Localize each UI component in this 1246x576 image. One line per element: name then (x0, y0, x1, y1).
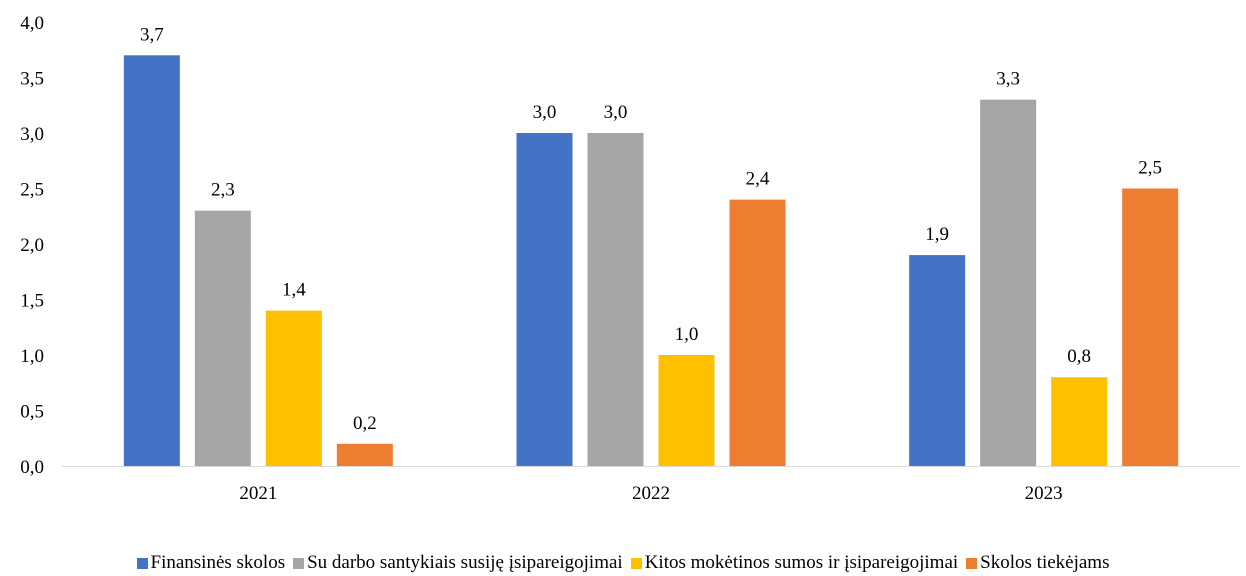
y-tick-label: 0,5 (20, 402, 44, 423)
legend-label: Kitos mokėtinos sumos ir įsipareigojimai (644, 552, 959, 573)
legend-label: Su darbo santykiais susiję įsipareigojim… (307, 552, 623, 573)
bar (194, 210, 251, 466)
legend-swatch (136, 557, 148, 569)
y-tick-label: 1,0 (20, 346, 44, 367)
legend-item: Kitos mokėtinos sumos ir įsipareigojimai (630, 552, 959, 573)
x-axis: 2021 2022 2023 (239, 483, 1062, 504)
data-label: 0,2 (353, 413, 377, 434)
data-label: 3,7 (140, 24, 164, 45)
bar (658, 355, 715, 466)
data-label: 2,4 (746, 169, 770, 190)
data-label: 1,9 (925, 224, 949, 245)
data-label: 3,0 (604, 102, 628, 123)
data-label: 2,5 (1138, 158, 1162, 179)
y-tick-label: 0,0 (20, 457, 44, 478)
y-tick-label: 4,0 (20, 13, 44, 34)
legend-item: Finansinės skolos (136, 552, 286, 573)
y-tick-label: 2,5 (20, 180, 44, 201)
x-tick-label: 2021 (239, 483, 277, 504)
legend-swatch (630, 557, 642, 569)
y-tick-label: 1,5 (20, 291, 44, 312)
data-label: 3,0 (533, 102, 557, 123)
data-label: 3,3 (996, 69, 1020, 90)
bar (980, 99, 1037, 466)
y-tick-label: 3,0 (20, 124, 44, 145)
bar (1122, 188, 1179, 466)
y-axis: 0,0 0,5 1,0 1,5 2,0 2,5 3,0 3,5 4,0 (20, 13, 44, 478)
y-tick-label: 3,5 (20, 69, 44, 90)
legend-label: Skolos tiekėjams (980, 552, 1110, 573)
legend-swatch (966, 557, 978, 569)
data-label: 2,3 (211, 180, 235, 201)
y-tick-label: 2,0 (20, 235, 44, 256)
legend-item: Skolos tiekėjams (966, 553, 1109, 573)
bar (587, 133, 644, 466)
data-labels: 3,7 2,3 1,4 0,2 3,0 3,0 1,0 2,4 1,9 3,3 0,8 2,5 (140, 24, 1162, 434)
bar-chart: 0,0 0,5 1,0 1,5 2,0 2,5 3,0 3,5 4,0 3,7 2,3 1,4 0,2… (20, 13, 1240, 504)
legend: Finansinės skolos Su darbo santykiais sus… (0, 553, 1246, 573)
bar (1051, 377, 1108, 466)
data-label: 1,4 (282, 280, 306, 301)
x-tick-label: 2022 (632, 483, 670, 504)
bar (729, 199, 786, 466)
legend-item: Su darbo santykiais susiję įsipareigojim… (293, 553, 623, 573)
data-label: 0,8 (1067, 346, 1091, 367)
legend-swatch (293, 557, 305, 569)
bar (336, 443, 393, 466)
x-tick-label: 2023 (1025, 483, 1063, 504)
bar (265, 310, 322, 466)
bar (123, 55, 180, 467)
bar (909, 255, 966, 466)
bars (123, 55, 1179, 467)
bar (516, 133, 573, 466)
data-label: 1,0 (675, 324, 699, 345)
legend-label: Finansinės skolos (150, 552, 286, 573)
